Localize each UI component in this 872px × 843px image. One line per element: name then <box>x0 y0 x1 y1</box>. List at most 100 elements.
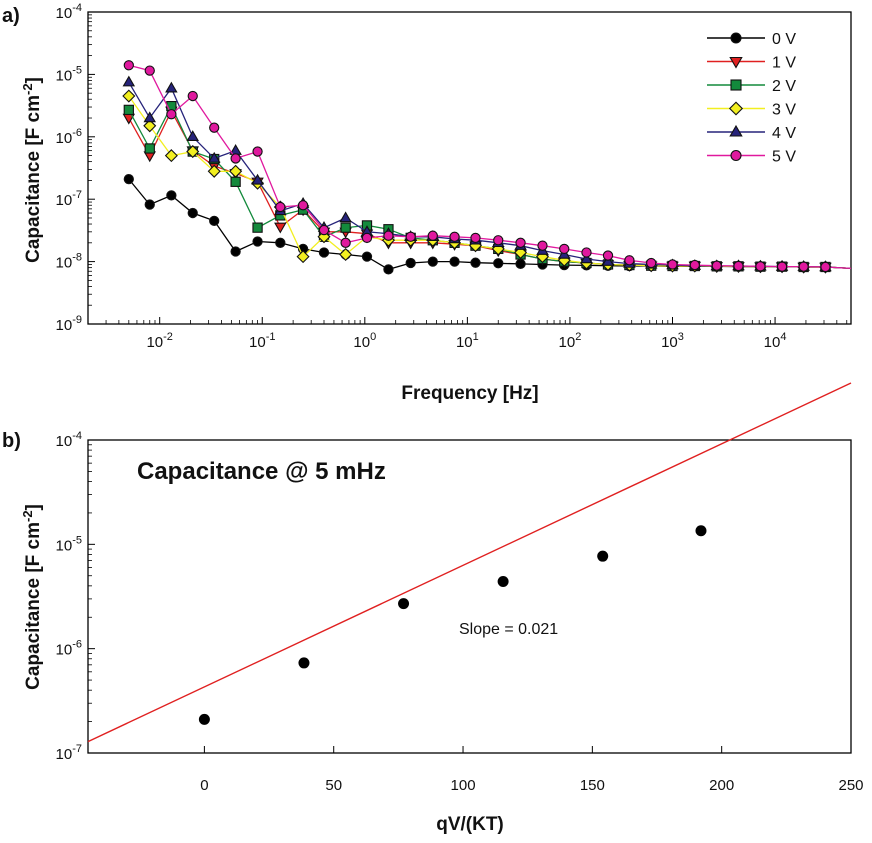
data-point-5v <box>144 65 155 76</box>
panel-a-x-axis-label: Frequency [Hz] <box>401 383 538 404</box>
data-point-5v <box>427 230 438 241</box>
data-point-5v <box>209 122 220 133</box>
panel-a-y-tick-label: 10-6 <box>56 127 82 147</box>
data-point-4v <box>186 130 199 142</box>
data-point-0v <box>470 257 481 268</box>
data-point-3v <box>186 145 200 159</box>
data-point-5v <box>646 257 657 269</box>
legend-label-2v: 2 V <box>772 78 796 95</box>
panel-a-y-axis-label-exp: -2 <box>20 83 35 95</box>
panel-a: a) 10-910-810-710-610-510-4 10-2 10-1 100 1… <box>2 2 852 404</box>
data-point-5v <box>470 232 481 244</box>
panel-a-x-tick-label: 101 <box>456 331 479 351</box>
data-point-5v <box>405 231 416 242</box>
data-point-0v <box>209 215 220 226</box>
panel-b-y-tick-label: 10-7 <box>56 743 82 763</box>
data-point-5v <box>297 200 309 211</box>
panel-b-title: Capacitance @ 5 mHz <box>137 458 386 485</box>
data-point-5v <box>559 243 570 255</box>
data-point-5v <box>449 231 460 242</box>
data-point-0v <box>144 199 155 210</box>
series-2v <box>123 100 852 273</box>
legend-label-0v: 0 V <box>772 31 796 48</box>
data-point-5v <box>776 261 788 272</box>
data-point <box>198 713 210 725</box>
data-point-0v <box>318 247 330 258</box>
data-point-0v <box>230 246 241 257</box>
panel-a-x-tick-label: 10-2 <box>146 331 172 351</box>
panel-b-x-tick-label: 200 <box>709 777 734 794</box>
data-point-5v <box>340 237 351 248</box>
panel-a-x-tick-label: 100 <box>353 331 376 351</box>
panel-a-y-tick-label: 10-7 <box>56 189 82 209</box>
data-point <box>298 657 310 669</box>
panel-b-y-tick-label: 10-6 <box>56 639 82 659</box>
panel-a-plot-frame <box>87 11 852 325</box>
panel-b-plot-frame <box>87 439 852 754</box>
legend-item-0v: 0 V <box>707 31 796 48</box>
panel-a-x-tick-label: 103 <box>661 331 684 351</box>
legend-marker-4v <box>729 124 743 137</box>
data-point-5v <box>798 261 809 272</box>
data-point-2v <box>252 222 263 233</box>
data-point-0v <box>275 237 286 248</box>
data-point <box>695 525 707 537</box>
series-5v <box>123 60 852 273</box>
data-point-5v <box>230 153 241 164</box>
data-point-3v <box>339 247 353 262</box>
panel-b-y-tick-label: 10-5 <box>56 534 82 554</box>
data-point-3v <box>207 164 221 178</box>
panel-b-y-axis-label-close: ] <box>23 504 44 510</box>
data-point-5v <box>624 255 635 266</box>
data-point-0v <box>187 207 198 219</box>
legend-item-4v: 4 V <box>707 124 796 142</box>
data-point <box>597 550 609 562</box>
panel-b-label: b) <box>2 430 21 452</box>
data-point-0v <box>449 256 460 267</box>
panel-b-y-axis-label: Capacitance [F cm-2] <box>20 504 44 690</box>
panel-a-x-tick-label: 10-1 <box>249 331 275 351</box>
legend-item-1v: 1 V <box>707 55 796 72</box>
legend-label-5v: 5 V <box>772 149 796 166</box>
data-point-5v <box>537 240 548 251</box>
panel-b-x-tick-label: 150 <box>580 777 605 794</box>
data-point-2v <box>144 143 155 154</box>
data-point-5v <box>187 90 198 102</box>
panel-a-y-tick-label: 10-4 <box>56 2 82 22</box>
panel-b-y-axis: 10-7 10-6 10-5 10-4 <box>56 430 95 763</box>
data-point-0v <box>166 190 177 201</box>
panel-a-x-tick-label: 104 <box>764 331 787 351</box>
data-point-0v <box>427 256 438 267</box>
panel-a-y-axis: 10-9 10-8 10-7 10-6 10-5 10-4 <box>56 2 95 334</box>
data-point <box>398 598 410 610</box>
data-point-3v <box>143 119 157 133</box>
series-line-1v <box>128 109 852 270</box>
data-point-5v <box>667 259 678 270</box>
panel-a-y-axis-label-main: Capacitance [F cm <box>23 95 44 263</box>
data-point-5v <box>166 109 177 120</box>
legend-item-3v: 3 V <box>707 101 796 119</box>
data-point-5v <box>689 259 700 271</box>
data-point-5v <box>318 224 330 236</box>
data-point-0v <box>383 264 394 275</box>
panel-a-y-axis-label: Capacitance [F cm-2] <box>20 77 44 263</box>
data-point-0v <box>405 257 416 269</box>
data-point-5v <box>123 60 134 71</box>
series-0v <box>123 173 852 275</box>
legend-marker-2v <box>730 79 742 91</box>
panel-a-y-tick-label: 10-9 <box>56 314 82 334</box>
data-point-3v <box>164 149 178 163</box>
panel-b-x-tick-label: 100 <box>451 777 476 794</box>
data-point-2v <box>340 222 351 233</box>
data-point-4v <box>251 173 264 185</box>
panel-b-y-axis-label-exp: -2 <box>20 510 35 522</box>
legend-marker-1v <box>729 56 743 69</box>
data-point-4v <box>122 75 136 87</box>
data-point-5v <box>602 250 614 261</box>
legend-label-3v: 3 V <box>772 102 796 119</box>
panel-b-y-axis-label-main: Capacitance [F cm <box>23 522 44 690</box>
panel-b-x-axis: 0 50 100 150 200 250 <box>200 746 864 794</box>
panel-a-y-tick-label: 10-8 <box>56 252 82 272</box>
data-point-3v <box>122 89 136 103</box>
